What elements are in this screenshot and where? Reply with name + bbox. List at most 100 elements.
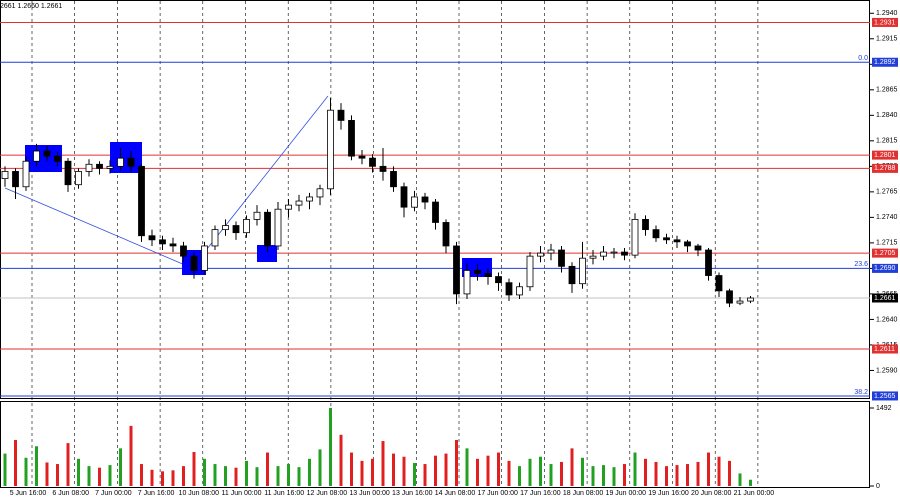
candle-body — [474, 270, 481, 274]
x-tick-label: 13 Jun 00:00 — [349, 490, 390, 497]
candle-body — [663, 237, 670, 241]
candle-body — [222, 225, 229, 231]
candle-body — [390, 171, 397, 188]
candle-body — [505, 282, 513, 296]
x-tick-label: 5 Jun 16:00 — [10, 490, 47, 497]
candle-body — [295, 200, 303, 206]
x-tick-label: 10 Jun 08:00 — [179, 490, 220, 497]
level-label-box — [872, 263, 898, 273]
volume-bar — [24, 457, 28, 486]
candle-body — [589, 255, 597, 259]
volume-bar — [675, 465, 679, 486]
volume-bar — [402, 456, 406, 486]
x-tick-label: 21 Jun 00:00 — [734, 490, 775, 497]
volume-bar — [339, 434, 343, 486]
candle-body — [736, 300, 744, 304]
volume-bar — [570, 448, 574, 486]
volume-bar — [707, 452, 710, 486]
volume-bar — [77, 458, 80, 486]
volume-bar — [213, 464, 217, 486]
level-label-box — [872, 57, 898, 67]
marker-box — [110, 142, 142, 173]
candle-body — [306, 196, 313, 202]
candle-body — [33, 150, 40, 162]
candle-body — [180, 245, 187, 257]
volume-bar — [350, 452, 353, 486]
level-label: 1.2931 — [874, 19, 896, 26]
volume-bar — [581, 457, 584, 486]
volume-bar — [507, 460, 511, 486]
candle-body — [169, 243, 177, 247]
x-tick-label: 6 Jun 08:00 — [52, 490, 89, 497]
volume-bar — [266, 452, 269, 486]
volume-bar — [444, 453, 448, 486]
volume-bar — [129, 425, 133, 486]
candle-body — [1, 171, 9, 179]
volume-bar — [413, 462, 416, 486]
candle-body — [715, 275, 723, 292]
volume-bar — [287, 464, 290, 486]
volume-bar — [644, 458, 647, 486]
candle-body — [316, 188, 324, 198]
volume-bar — [245, 460, 248, 486]
volume-bar — [749, 479, 752, 486]
volume-bar — [633, 452, 637, 486]
candle-body — [22, 160, 30, 188]
y-tick-label: 1.2915 — [876, 36, 898, 43]
candle-body — [190, 255, 198, 271]
volume-bar — [623, 464, 626, 486]
x-tick-label: 18 Jun 08:00 — [563, 490, 604, 497]
level-label: 1.2705 — [874, 250, 896, 257]
candle-body — [85, 163, 93, 172]
candle-body — [232, 225, 240, 234]
volume-bar — [318, 449, 322, 486]
candle-body — [159, 239, 166, 245]
candle-body — [201, 245, 208, 271]
candle-body — [526, 255, 534, 288]
volume-bar — [434, 455, 437, 486]
candle-body — [705, 249, 712, 276]
candle-body — [684, 241, 691, 247]
candle-body — [631, 219, 639, 256]
volume-bar — [528, 458, 532, 486]
level-label-box — [872, 150, 898, 160]
candle-body — [369, 157, 376, 167]
volume-bar — [371, 458, 374, 486]
volume-bar — [14, 439, 17, 486]
candle-body — [358, 155, 366, 159]
candle-body — [54, 155, 61, 162]
volume-bar — [150, 469, 154, 486]
volume-bar — [696, 461, 700, 486]
volume-tick-label: 1492 — [876, 405, 892, 412]
fib-label: 23.6 — [854, 261, 868, 268]
y-tick-label: 1.2590 — [876, 367, 898, 374]
candle-body — [411, 196, 418, 208]
x-tick-label: 11 Jun 00:00 — [222, 490, 262, 497]
candle-body — [127, 157, 135, 167]
volume-bar — [108, 465, 112, 486]
y-tick-label: 1.2740 — [876, 214, 898, 221]
volume-bar — [392, 453, 395, 486]
fib-label: 0.0 — [858, 55, 868, 62]
x-tick-label: 19 Jun 16:00 — [648, 490, 689, 497]
volume-bar — [381, 441, 385, 486]
level-label-box — [872, 163, 898, 173]
level-label: 1.2690 — [874, 265, 896, 272]
level-label-box — [872, 344, 898, 354]
volume-bar — [560, 461, 563, 486]
candle-body — [673, 239, 681, 243]
candle-body — [694, 245, 702, 251]
candle-body — [579, 257, 586, 285]
volume-bar — [612, 467, 616, 486]
marker-box — [257, 245, 277, 262]
volume-pane — [0, 401, 870, 488]
candle-body — [463, 270, 471, 295]
volume-bar — [297, 467, 301, 486]
candle-body — [516, 286, 523, 296]
volume-bar — [87, 466, 91, 486]
candles — [1, 97, 754, 486]
candle-body — [285, 204, 292, 210]
candle-body — [274, 208, 282, 247]
volume-bar — [360, 460, 364, 486]
